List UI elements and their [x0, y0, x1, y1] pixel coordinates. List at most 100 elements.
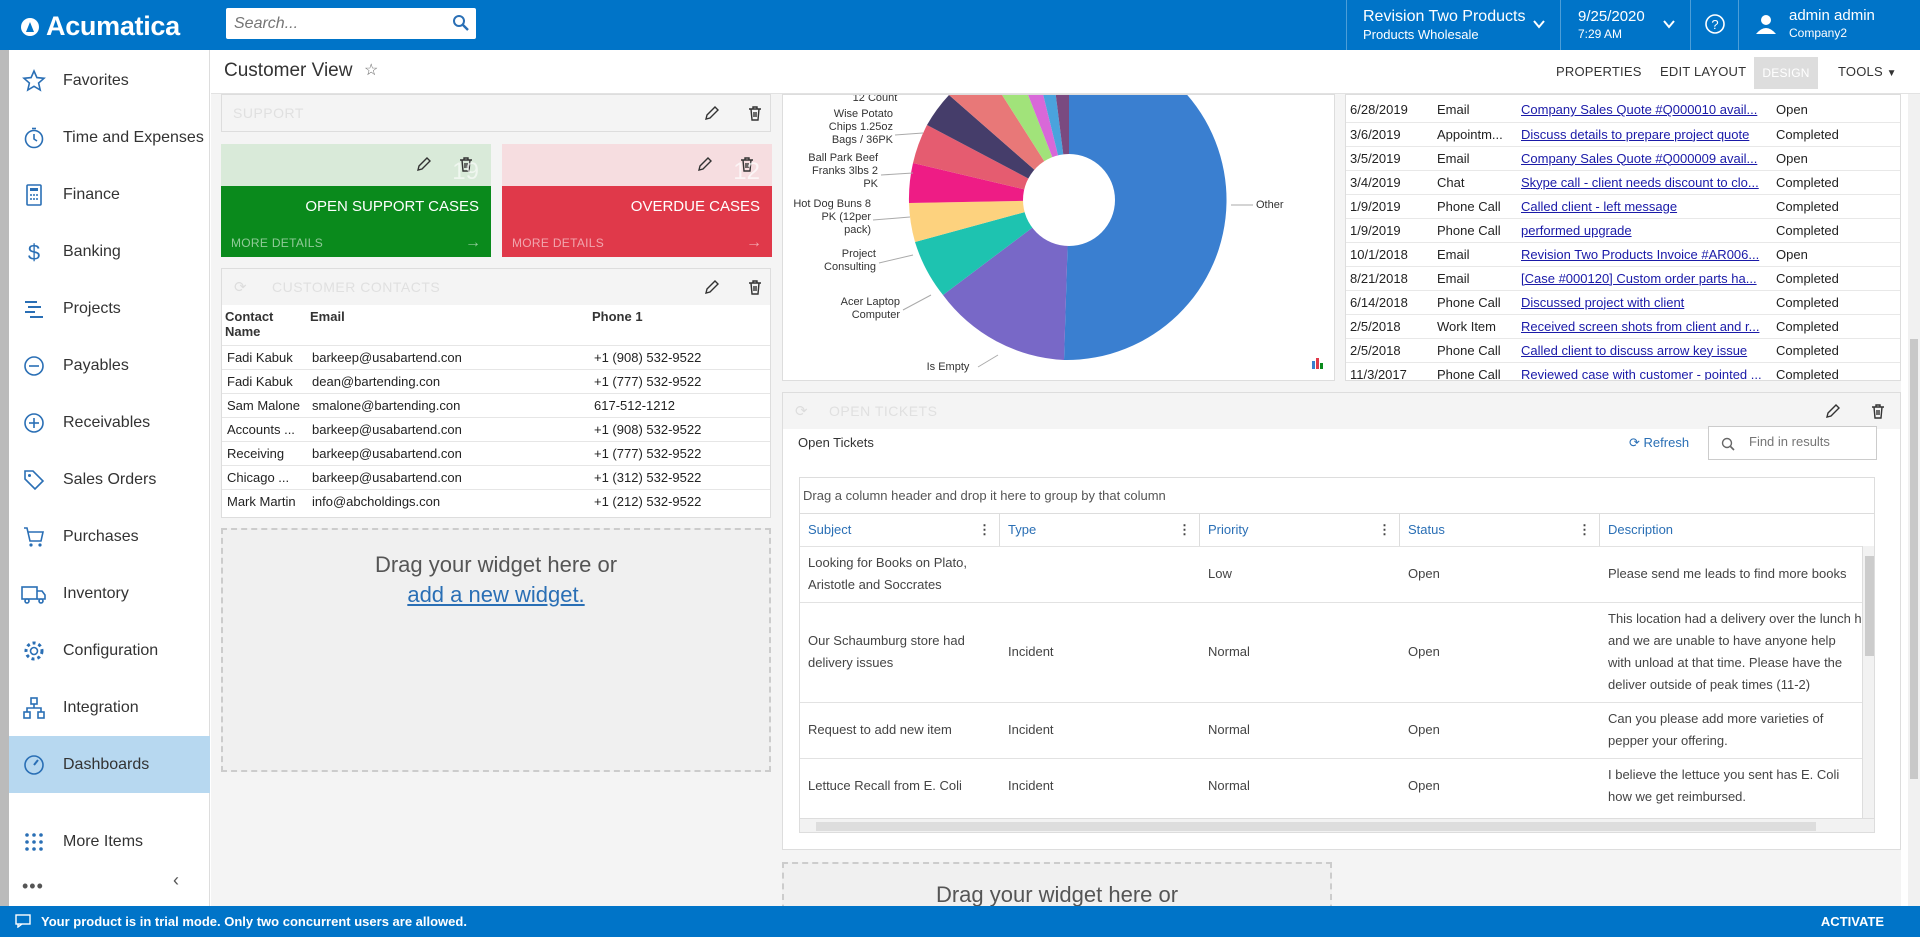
table-row[interactable]: Mark Martin info@abcholdings.con +1 (212) …: [222, 488, 770, 513]
table-row[interactable]: 3/5/2019 Email Company Sales Quote #Q00000…: [1346, 146, 1900, 171]
sidebar-item-dashboards[interactable]: Dashboards: [9, 736, 210, 793]
table-row[interactable]: Lettuce Recall from E. Coli Incident Nor…: [800, 758, 1862, 814]
table-row[interactable]: 10/1/2018 Email Revision Two Products Invo…: [1346, 242, 1900, 267]
table-row[interactable]: 11/3/2017 Phone Call Reviewed case with cu…: [1346, 362, 1900, 380]
column-header-status[interactable]: Status ⋮: [1400, 514, 1600, 546]
column-menu-icon[interactable]: ⋮: [1178, 522, 1191, 537]
add-new-widget-link[interactable]: add a new widget.: [407, 582, 585, 607]
sidebar-item-more-items[interactable]: More Items: [9, 813, 210, 870]
search-input[interactable]: [226, 8, 436, 39]
column-header-description[interactable]: Description: [1600, 514, 1862, 546]
activity-summary[interactable]: Discuss details to prepare project quote: [1517, 122, 1772, 147]
activity-summary[interactable]: Company Sales Quote #Q000010 avail...: [1517, 98, 1772, 123]
sidebar-item-banking[interactable]: $ Banking: [9, 223, 210, 280]
kpi-open-support-cases[interactable]: 19 OPEN SUPPORT CASES MORE DETAILS →: [221, 144, 491, 257]
column-menu-icon[interactable]: ⋮: [978, 522, 991, 537]
edit-pencil-icon[interactable]: [697, 156, 713, 172]
table-row[interactable]: 1/9/2019 Phone Call performed upgrade Compl…: [1346, 218, 1900, 243]
edit-pencil-icon[interactable]: [1825, 403, 1841, 419]
activity-summary[interactable]: Company Sales Quote #Q000009 avail...: [1517, 146, 1772, 171]
delete-trash-icon[interactable]: [747, 105, 763, 121]
delete-trash-icon[interactable]: [458, 156, 474, 172]
column-menu-icon[interactable]: ⋮: [1378, 522, 1391, 537]
sidebar-item-projects[interactable]: Projects: [9, 280, 210, 337]
chart-type-icon[interactable]: [1312, 358, 1323, 369]
more-details-link[interactable]: MORE DETAILS: [231, 236, 324, 250]
find-in-results-input[interactable]: [1749, 434, 1869, 449]
tenant-selector[interactable]: Revision Two Products Products Wholesale: [1346, 0, 1560, 50]
sidebar-item-time-and-expenses[interactable]: Time and Expenses: [9, 109, 210, 166]
design-button[interactable]: DESIGN: [1754, 57, 1818, 89]
table-row[interactable]: Looking for Books on Plato, Aristotle an…: [800, 546, 1862, 602]
more-options-icon[interactable]: •••: [22, 876, 44, 896]
sidebar-item-receivables[interactable]: Receivables: [9, 394, 210, 451]
sidebar-item-inventory[interactable]: Inventory: [9, 565, 210, 622]
table-row[interactable]: 6/28/2019 Email Company Sales Quote #Q0000…: [1346, 98, 1900, 123]
sidebar-item-sales-orders[interactable]: Sales Orders: [9, 451, 210, 508]
kpi-overdue-cases[interactable]: 12 OVERDUE CASES MORE DETAILS →: [502, 144, 772, 257]
table-row[interactable]: 6/14/2018 Phone Call Discussed project wit…: [1346, 290, 1900, 315]
table-row[interactable]: 3/4/2019 Chat Skype call - client needs di…: [1346, 170, 1900, 195]
favorite-star-icon[interactable]: ☆: [364, 62, 379, 79]
table-row[interactable]: Receiving barkeep@usabartend.con +1 (777) …: [222, 440, 770, 465]
pie-slice-other[interactable]: [1064, 95, 1227, 361]
column-header-priority[interactable]: Priority ⋮: [1200, 514, 1400, 546]
refresh-icon[interactable]: ⟳: [234, 279, 247, 296]
column-header[interactable]: Contact Name: [225, 309, 274, 339]
column-header[interactable]: Phone 1: [592, 309, 643, 324]
sidebar-scrollbar[interactable]: [0, 50, 9, 906]
delete-trash-icon[interactable]: [1870, 403, 1886, 419]
table-row[interactable]: Fadi Kabuk dean@bartending.con +1 (777) 53…: [222, 368, 770, 393]
grid-vertical-scrollbar[interactable]: [1862, 546, 1874, 818]
properties-button[interactable]: PROPERTIES: [1556, 64, 1642, 79]
sidebar-item-integration[interactable]: Integration: [9, 679, 210, 736]
activity-summary[interactable]: Revision Two Products Invoice #AR006...: [1517, 242, 1772, 267]
widget-drop-zone[interactable]: Drag your widget here or add a new widge…: [221, 528, 771, 772]
table-row[interactable]: 3/6/2019 Appointm... Discuss details to pr…: [1346, 122, 1900, 147]
table-row[interactable]: 2/5/2018 Work Item Received screen shots f…: [1346, 314, 1900, 339]
activity-summary[interactable]: Reviewed case with customer - pointed ..…: [1517, 362, 1772, 380]
pie-slice-is-empty[interactable]: [943, 200, 1069, 360]
search-icon[interactable]: [452, 14, 470, 32]
grid-horizontal-scrollbar[interactable]: [800, 818, 1874, 832]
table-row[interactable]: Sam Malone smalone@bartending.con 617-512-…: [222, 392, 770, 417]
activity-summary[interactable]: Called client to discuss arrow key issue: [1517, 338, 1772, 363]
user-menu[interactable]: admin admin Company2: [1738, 0, 1920, 50]
sidebar-item-configuration[interactable]: Configuration: [9, 622, 210, 679]
tools-menu-button[interactable]: TOOLS ▼: [1838, 64, 1897, 79]
sidebar-item-favorites[interactable]: Favorites: [9, 52, 210, 109]
table-row[interactable]: Chicago ... barkeep@usabartend.con +1 (312…: [222, 464, 770, 489]
refresh-button[interactable]: ⟳ Refresh: [1629, 435, 1689, 451]
activity-summary[interactable]: Received screen shots from client and r.…: [1517, 314, 1772, 339]
edit-layout-button[interactable]: EDIT LAYOUT: [1660, 64, 1747, 79]
activity-summary[interactable]: Called client - left message: [1517, 194, 1772, 219]
edit-pencil-icon[interactable]: [416, 156, 432, 172]
sidebar-item-purchases[interactable]: Purchases: [9, 508, 210, 565]
table-row[interactable]: Fadi Kabuk barkeep@usabartend.con +1 (908)…: [222, 344, 770, 369]
table-row[interactable]: 1/9/2019 Phone Call Called client - left m…: [1346, 194, 1900, 219]
table-row[interactable]: Our Schaumburg store had delivery issues…: [800, 602, 1862, 702]
table-row[interactable]: Accounts ... barkeep@usabartend.con +1 (90…: [222, 416, 770, 441]
activity-summary[interactable]: Skype call - client needs discount to cl…: [1517, 170, 1772, 195]
delete-trash-icon[interactable]: [747, 279, 763, 295]
more-details-link[interactable]: MORE DETAILS: [512, 236, 605, 250]
edit-pencil-icon[interactable]: [704, 105, 720, 121]
column-menu-icon[interactable]: ⋮: [1578, 522, 1591, 537]
table-row[interactable]: 8/21/2018 Email [Case #000120] Custom orde…: [1346, 266, 1900, 291]
collapse-sidebar-icon[interactable]: ‹: [173, 870, 179, 890]
activity-summary[interactable]: [Case #000120] Custom order parts ha...: [1517, 266, 1772, 291]
sidebar-item-finance[interactable]: Finance: [9, 166, 210, 223]
activate-button[interactable]: ACTIVATE: [1820, 914, 1884, 929]
date-selector[interactable]: 9/25/2020 7:29 AM: [1560, 0, 1690, 50]
table-row[interactable]: 2/5/2018 Phone Call Called client to discu…: [1346, 338, 1900, 363]
delete-trash-icon[interactable]: [739, 156, 755, 172]
edit-pencil-icon[interactable]: [704, 279, 720, 295]
activity-summary[interactable]: Discussed project with client: [1517, 290, 1772, 315]
table-row[interactable]: Request to add new item Incident Normal …: [800, 702, 1862, 758]
column-header-type[interactable]: Type ⋮: [1000, 514, 1200, 546]
logo[interactable]: Acumatica: [20, 11, 180, 42]
column-header-subject[interactable]: Subject ⋮: [800, 514, 1000, 546]
page-vertical-scrollbar[interactable]: [1908, 94, 1920, 906]
column-header[interactable]: Email: [310, 309, 345, 324]
activity-summary[interactable]: performed upgrade: [1517, 218, 1772, 243]
